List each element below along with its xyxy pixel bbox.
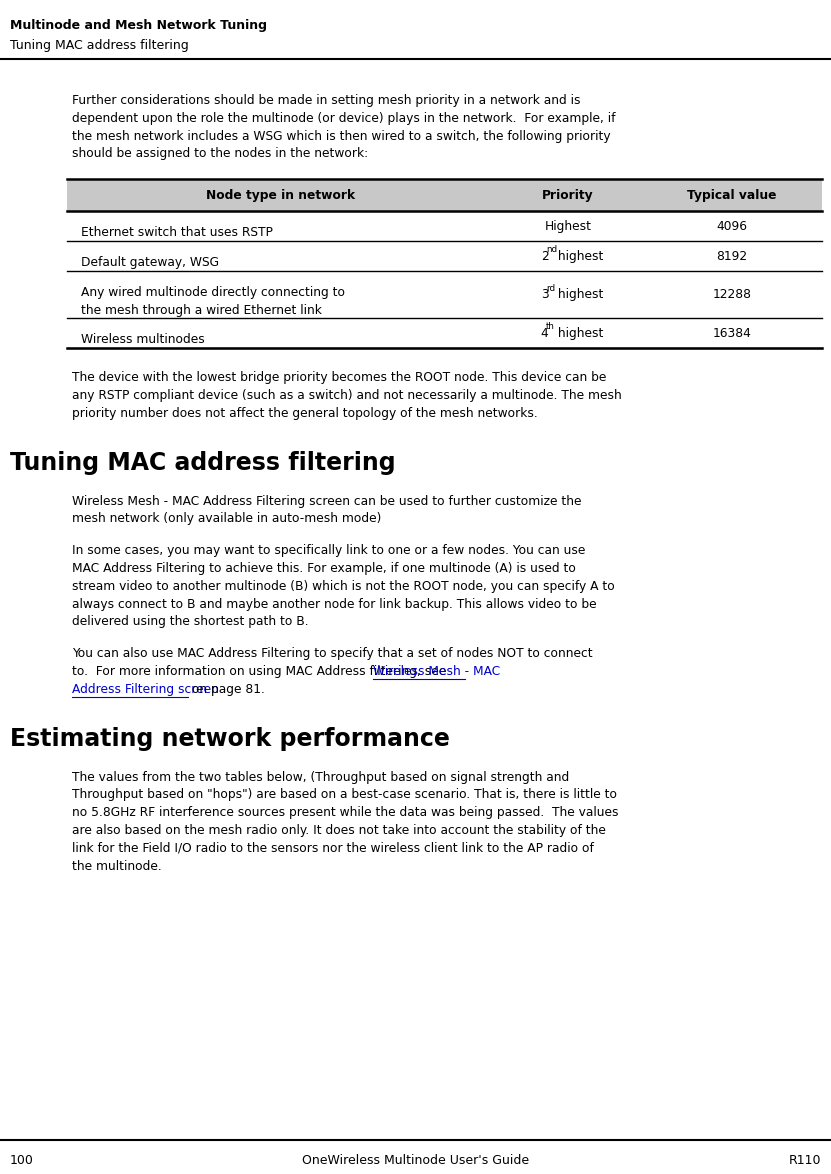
Text: Tuning MAC address filtering: Tuning MAC address filtering — [10, 39, 189, 52]
Text: Further considerations should be made in setting mesh priority in a network and : Further considerations should be made in… — [72, 94, 581, 107]
Text: always connect to B and maybe another node for link backup. This allows video to: always connect to B and maybe another no… — [72, 598, 597, 610]
Text: You can also use MAC Address Filtering to specify that a set of nodes NOT to con: You can also use MAC Address Filtering t… — [72, 647, 593, 660]
Text: on page 81.: on page 81. — [189, 683, 265, 696]
Text: nd: nd — [546, 245, 557, 255]
Text: Wireless multinodes: Wireless multinodes — [81, 333, 204, 346]
Text: the mesh through a wired Ethernet link: the mesh through a wired Ethernet link — [81, 304, 322, 317]
Text: any RSTP compliant device (such as a switch) and not necessarily a multinode. Th: any RSTP compliant device (such as a swi… — [72, 389, 622, 402]
Text: 3: 3 — [541, 288, 548, 302]
Text: highest: highest — [553, 326, 603, 339]
Text: R110: R110 — [789, 1154, 821, 1167]
Text: th: th — [546, 322, 555, 331]
Text: highest: highest — [553, 288, 603, 302]
Text: the multinode.: the multinode. — [72, 859, 162, 872]
Text: highest: highest — [553, 250, 603, 263]
Text: Node type in network: Node type in network — [206, 189, 355, 202]
Bar — [67, 180, 822, 211]
Text: the mesh network includes a WSG which is then wired to a switch, the following p: the mesh network includes a WSG which is… — [72, 129, 611, 142]
Text: Any wired multinode directly connecting to: Any wired multinode directly connecting … — [81, 285, 345, 299]
Text: 4: 4 — [541, 326, 548, 339]
Text: 4096: 4096 — [716, 220, 748, 232]
Text: mesh network (only available in auto-mesh mode): mesh network (only available in auto-mes… — [72, 512, 381, 526]
Text: 16384: 16384 — [713, 326, 751, 339]
Text: OneWireless Multinode User's Guide: OneWireless Multinode User's Guide — [302, 1154, 529, 1167]
Text: 12288: 12288 — [713, 288, 752, 302]
Text: Highest: Highest — [544, 220, 592, 232]
Text: MAC Address Filtering to achieve this. For example, if one multinode (A) is used: MAC Address Filtering to achieve this. F… — [72, 562, 576, 575]
Text: Address Filtering screen: Address Filtering screen — [72, 683, 219, 696]
Text: should be assigned to the nodes in the network:: should be assigned to the nodes in the n… — [72, 148, 368, 161]
Text: 6/08: 6/08 — [793, 1172, 821, 1174]
Text: Estimating network performance: Estimating network performance — [10, 727, 450, 750]
Text: Typical value: Typical value — [687, 189, 777, 202]
Text: no 5.8GHz RF interference sources present while the data was being passed.  The : no 5.8GHz RF interference sources presen… — [72, 807, 618, 819]
Text: to.  For more information on using MAC Address filtering, see: to. For more information on using MAC Ad… — [72, 664, 450, 679]
Text: Default gateway, WSG: Default gateway, WSG — [81, 256, 219, 269]
Text: 100: 100 — [10, 1154, 34, 1167]
Text: Tuning MAC address filtering: Tuning MAC address filtering — [10, 451, 396, 474]
Text: Multinode and Mesh Network Tuning: Multinode and Mesh Network Tuning — [10, 19, 267, 32]
Text: stream video to another multinode (B) which is not the ROOT node, you can specif: stream video to another multinode (B) wh… — [72, 580, 615, 593]
Text: The values from the two tables below, (Throughput based on signal strength and: The values from the two tables below, (T… — [72, 770, 569, 783]
Text: Throughput based on "hops") are based on a best-case scenario. That is, there is: Throughput based on "hops") are based on… — [72, 789, 617, 802]
Text: rd: rd — [546, 284, 555, 292]
Text: Priority: Priority — [542, 189, 594, 202]
Text: Wireless Mesh - MAC: Wireless Mesh - MAC — [372, 664, 500, 679]
Text: 2: 2 — [541, 250, 548, 263]
Text: are also based on the mesh radio only. It does not take into account the stabili: are also based on the mesh radio only. I… — [72, 824, 606, 837]
Text: Wireless Mesh - MAC Address Filtering screen can be used to further customize th: Wireless Mesh - MAC Address Filtering sc… — [72, 494, 582, 507]
Text: In some cases, you may want to specifically link to one or a few nodes. You can : In some cases, you may want to specifica… — [72, 545, 585, 558]
Text: link for the Field I/O radio to the sensors nor the wireless client link to the : link for the Field I/O radio to the sens… — [72, 842, 594, 855]
Text: The device with the lowest bridge priority becomes the ROOT node. This device ca: The device with the lowest bridge priori… — [72, 371, 607, 384]
Text: delivered using the shortest path to B.: delivered using the shortest path to B. — [72, 615, 308, 628]
Text: priority number does not affect the general topology of the mesh networks.: priority number does not affect the gene… — [72, 407, 538, 420]
Text: dependent upon the role the multinode (or device) plays in the network.  For exa: dependent upon the role the multinode (o… — [72, 112, 616, 124]
Text: 8192: 8192 — [716, 250, 748, 263]
Text: Ethernet switch that uses RSTP: Ethernet switch that uses RSTP — [81, 227, 273, 239]
